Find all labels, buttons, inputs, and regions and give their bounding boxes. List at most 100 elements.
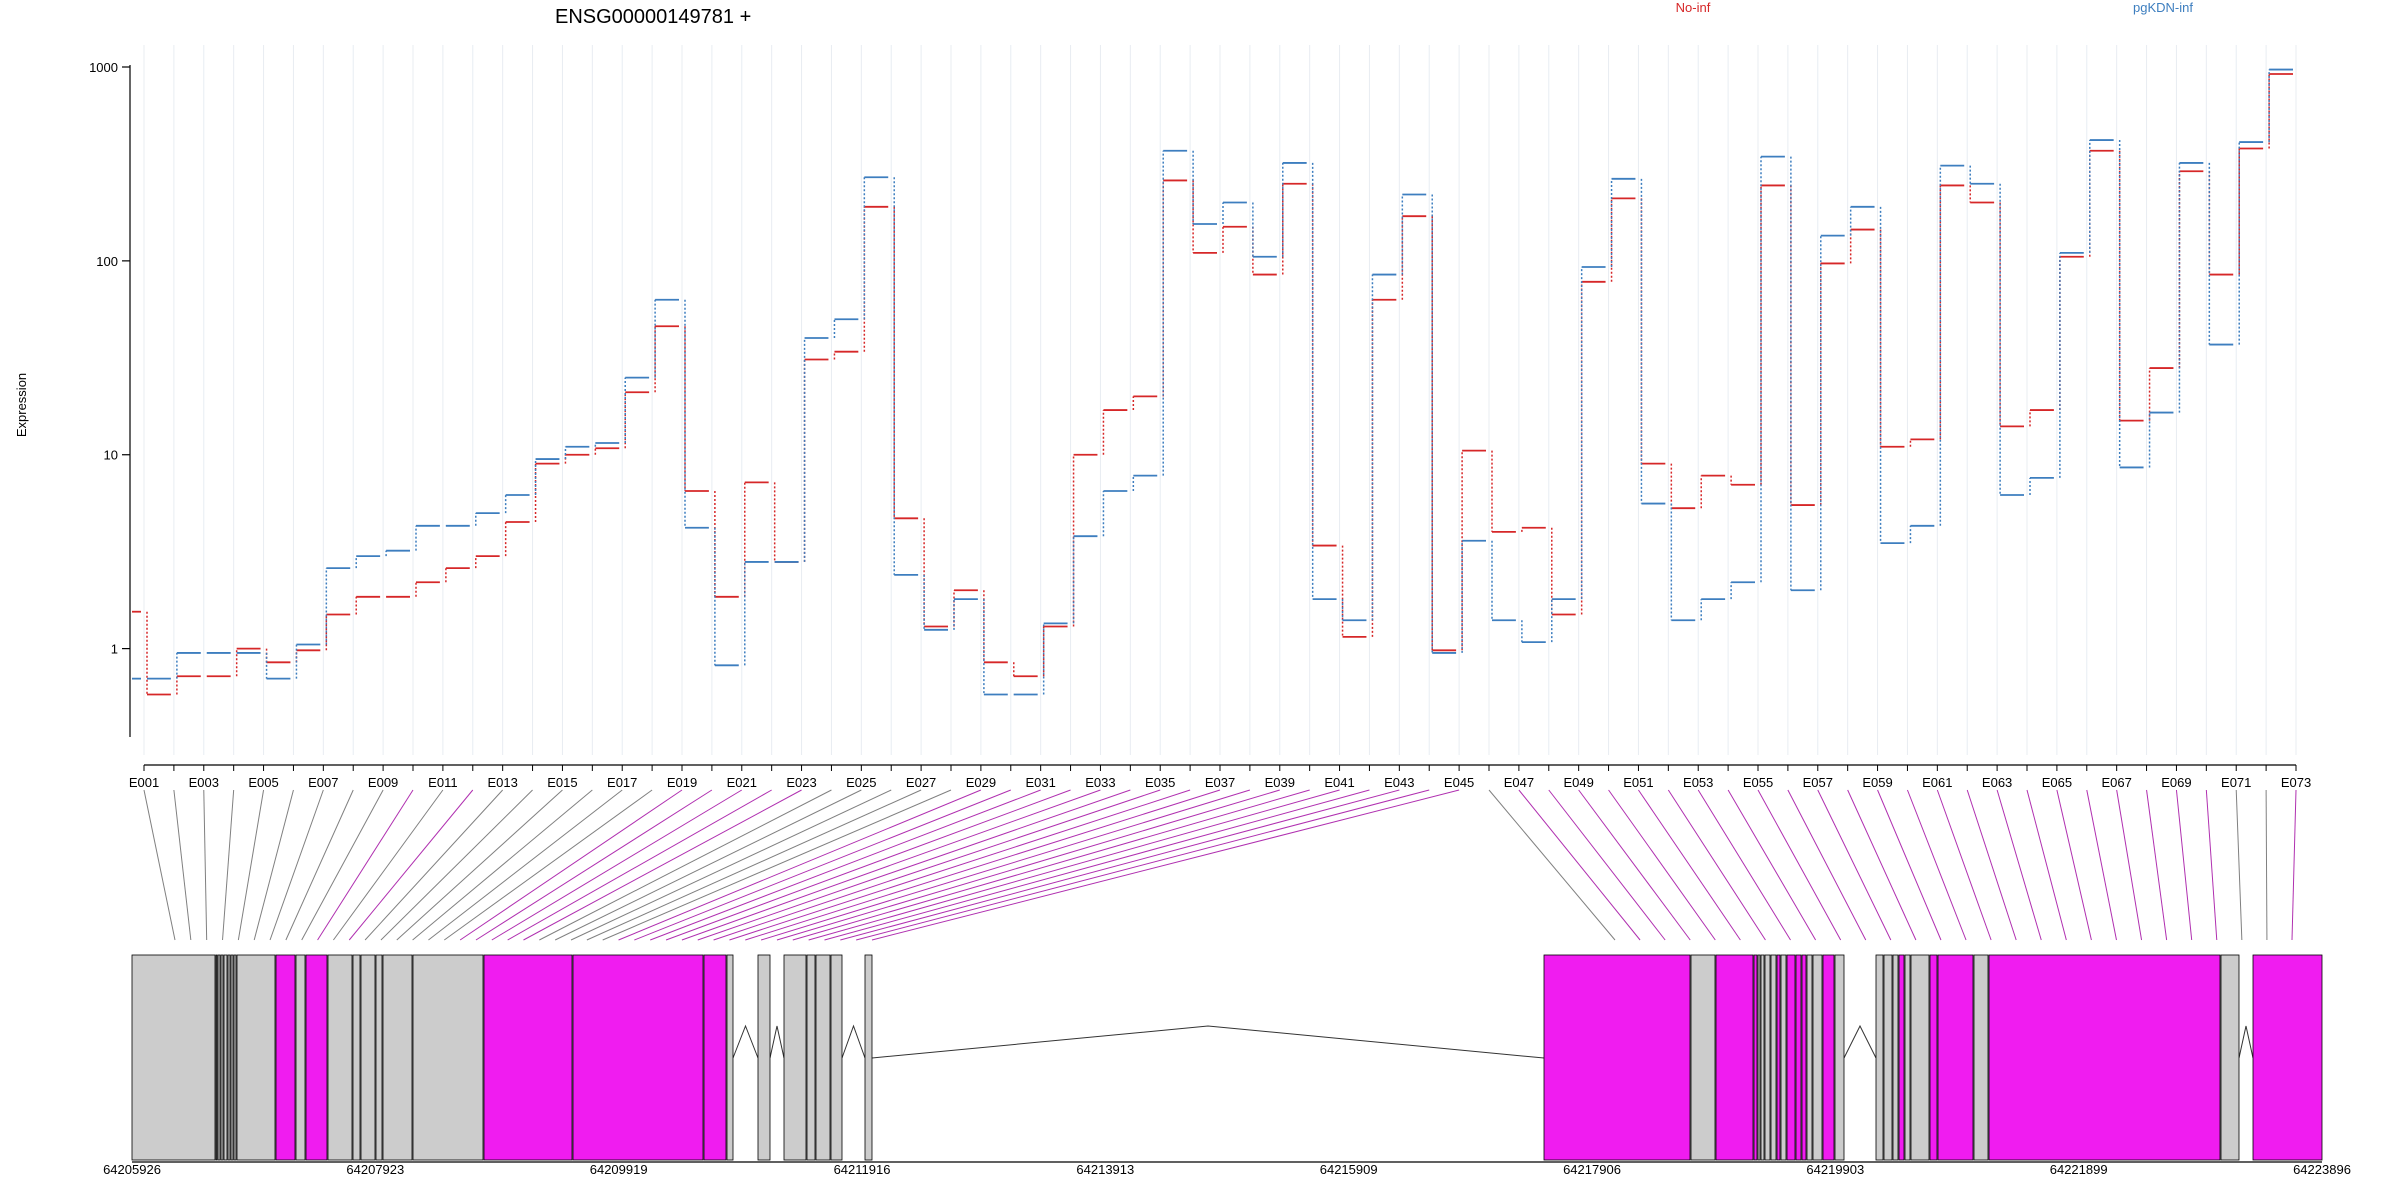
exon-connector <box>586 789 922 941</box>
exon-connector <box>2265 789 2268 941</box>
exon-block <box>1892 954 1899 1161</box>
exon-connector <box>2146 789 2168 941</box>
exon-block <box>1764 954 1771 1161</box>
exon-block <box>483 954 573 1161</box>
y-axis-label: Expression <box>14 373 29 437</box>
chart-title: ENSG00000149781 + <box>555 6 751 28</box>
exon-tick-label: E029 <box>966 775 996 790</box>
exon-tick-label: E037 <box>1205 775 1235 790</box>
exon-block <box>412 954 484 1161</box>
exon-connector <box>729 789 1191 941</box>
exon-tick-label: E035 <box>1145 775 1175 790</box>
exon-connector <box>554 789 862 941</box>
exon-connector <box>570 789 892 941</box>
exon-connector <box>1518 789 1641 941</box>
exon-block <box>295 954 306 1161</box>
exon-connector <box>1638 789 1741 941</box>
exon-block <box>1806 954 1813 1161</box>
exon-connector <box>1817 789 1892 941</box>
exon-block <box>215 954 218 1161</box>
exon-connector <box>1936 789 1992 941</box>
exon-connector <box>2205 789 2218 941</box>
exon-tick-label: E069 <box>2161 775 2191 790</box>
exon-block <box>1543 954 1691 1161</box>
exon-block <box>1770 954 1777 1161</box>
exon-tick-label: E067 <box>2101 775 2131 790</box>
series-no-inf <box>132 73 2293 696</box>
exon-connector <box>760 789 1251 941</box>
exon-block <box>1801 954 1807 1161</box>
exon-block <box>1776 954 1781 1161</box>
exon-block <box>1786 954 1796 1161</box>
exon-connector <box>602 789 952 941</box>
exon-tick-label: E039 <box>1265 775 1295 790</box>
coordinate-tick-label: 64209919 <box>590 1162 648 1177</box>
exon-connector <box>285 789 354 941</box>
exon-block <box>1715 954 1754 1161</box>
exon-tick-label: E061 <box>1922 775 1952 790</box>
exon-connector <box>1877 789 1942 941</box>
exon-tick-label: E059 <box>1862 775 1892 790</box>
exon-connector <box>253 789 294 941</box>
exon-tick-label: E021 <box>727 775 757 790</box>
exon-block <box>230 954 234 1161</box>
chart-header: ENSG00000149781 + No-inf pgKDN-inf <box>555 0 2193 28</box>
exon-block <box>1822 954 1835 1161</box>
exon-tick-label: E017 <box>607 775 637 790</box>
y-tick-label: 100 <box>96 254 118 269</box>
exon-connector <box>745 789 1221 941</box>
exon-block <box>352 954 361 1161</box>
exon-block <box>1875 954 1884 1161</box>
exon-axis: E001 E003 E005 E007 E009 E011 E013 E015 E017 E019… <box>129 764 2311 790</box>
genomic-coordinate-axis: 64205926 64207923 64209919 64211916 64213913… <box>103 1161 2351 1177</box>
exon-block <box>375 954 383 1161</box>
exon-block <box>1937 954 1974 1161</box>
coordinate-tick-label: 64221899 <box>2050 1162 2108 1177</box>
exon-tick-label: E047 <box>1504 775 1534 790</box>
exon-connector <box>871 789 1460 941</box>
legend-entry-pgkdn-inf: pgKDN-inf <box>2133 0 2193 15</box>
exon-block <box>233 954 237 1161</box>
legend-entry-no-inf: No-inf <box>1676 0 1711 15</box>
exon-block <box>327 954 353 1161</box>
exon-block <box>806 954 816 1161</box>
exon-connector <box>475 789 713 941</box>
exon-connector <box>269 789 324 941</box>
exon-block <box>757 954 771 1161</box>
y-tick-label: 1000 <box>89 60 118 75</box>
exon-connector <box>665 789 1071 941</box>
exon-connector <box>203 789 208 941</box>
exon-connector <box>301 789 384 941</box>
exon-connector <box>697 789 1131 941</box>
exon-connector <box>428 789 623 941</box>
exon-block <box>864 954 873 1161</box>
exon-block <box>572 954 704 1161</box>
exon-connector <box>792 789 1310 941</box>
exon-connector <box>681 789 1101 941</box>
exon-connector <box>396 789 563 941</box>
coordinate-tick-label: 64211916 <box>834 1162 891 1177</box>
exon-block <box>815 954 831 1161</box>
exon-block <box>275 954 296 1161</box>
exon-tick-label: E043 <box>1384 775 1414 790</box>
exon-block <box>1904 954 1911 1161</box>
exon-connector <box>776 789 1280 941</box>
exon-block <box>236 954 276 1161</box>
exon-connector <box>1667 789 1766 941</box>
intron-connector <box>871 1025 1545 1059</box>
exon-tick-label: E071 <box>2221 775 2251 790</box>
exon-connector <box>317 789 414 941</box>
exon-connector <box>1608 789 1716 941</box>
exon-block <box>223 954 228 1161</box>
exon-tick-label: E063 <box>1982 775 2012 790</box>
exon-connector <box>2175 789 2193 941</box>
exon-tick-label: E051 <box>1623 775 1653 790</box>
coordinate-tick-label: 64215909 <box>1320 1162 1378 1177</box>
exon-connector <box>2235 789 2243 941</box>
exon-block <box>1795 954 1802 1161</box>
exon-connector <box>856 789 1430 941</box>
exon-tick-label: E045 <box>1444 775 1474 790</box>
exon-block <box>1780 954 1787 1161</box>
exon-tick-label: E001 <box>129 775 159 790</box>
exon-tick-label: E065 <box>2042 775 2072 790</box>
